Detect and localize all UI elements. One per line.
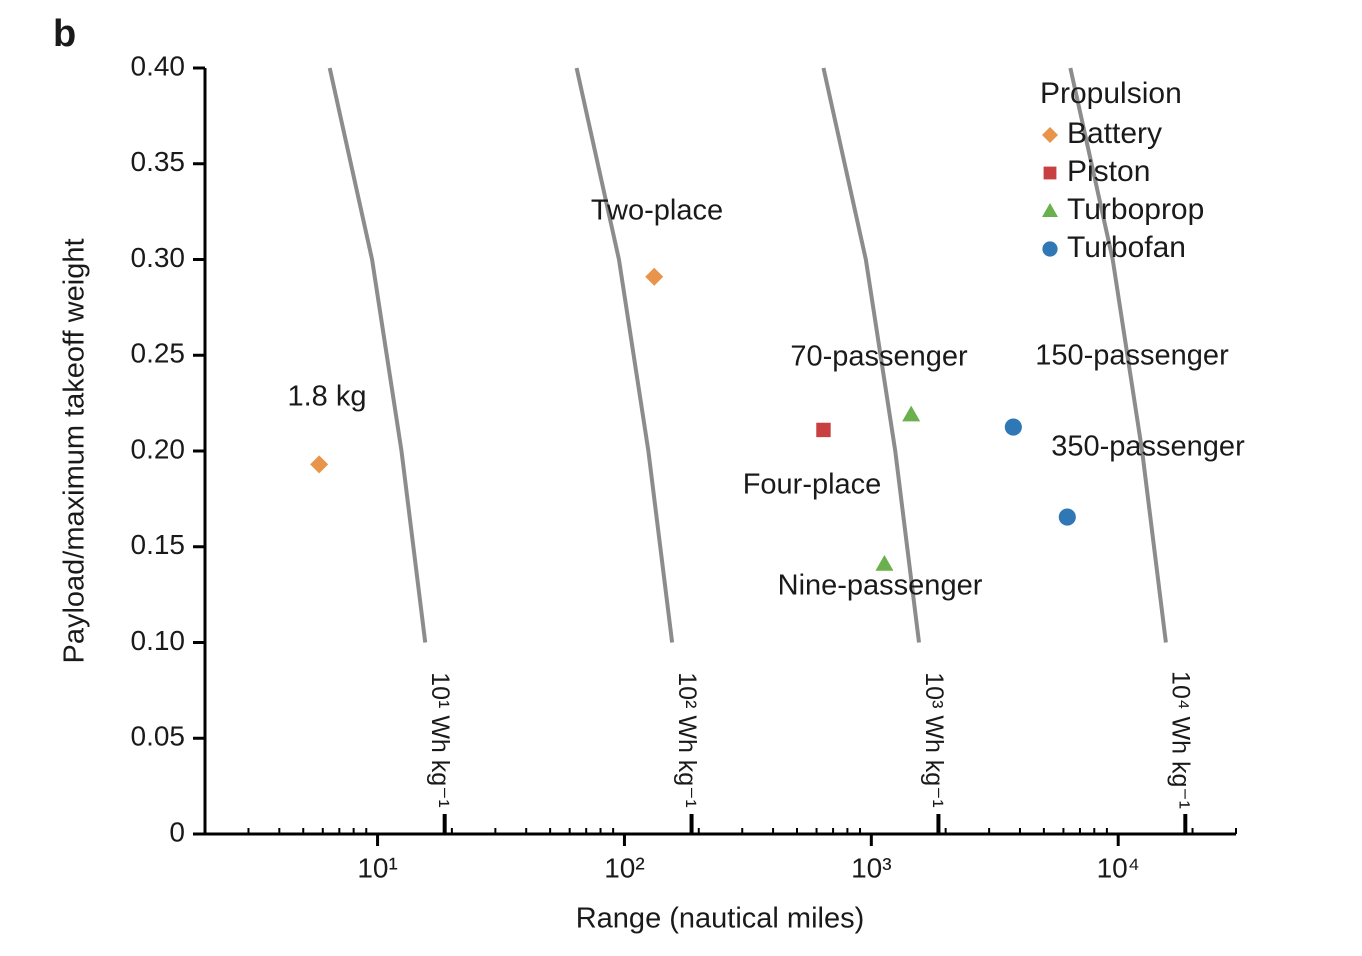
annotation: Two-place: [591, 195, 723, 227]
annotation: 1.8 kg: [288, 381, 367, 413]
marker: [1058, 508, 1076, 526]
legend-marker: [1042, 127, 1058, 143]
y-tick-label: 0.15: [131, 529, 186, 560]
y-tick-label: 0.35: [131, 146, 186, 177]
marker: [875, 554, 894, 571]
annotation: 70-passenger: [790, 341, 968, 373]
y-axis-label: Payload/maximum takeoff weight: [59, 238, 91, 663]
curve-label: 10⁴ Wh kg⁻¹: [1167, 671, 1195, 809]
legend-marker: [1042, 241, 1058, 257]
annotation: 150-passenger: [1035, 340, 1229, 372]
x-tick-label: 10²: [604, 852, 644, 883]
marker: [645, 267, 664, 286]
x-tick-label: 10³: [851, 852, 891, 883]
legend-label: Battery: [1067, 117, 1162, 150]
y-tick-label: 0.10: [131, 625, 186, 656]
legend-marker: [1042, 203, 1058, 217]
energy-curve: [821, 67, 921, 643]
legend-label: Turboprop: [1067, 193, 1204, 226]
marker: [902, 405, 921, 422]
legend-label: Piston: [1067, 155, 1150, 188]
y-tick-label: 0: [169, 816, 185, 847]
curve-label: 10¹ Wh kg⁻¹: [426, 672, 454, 807]
legend-label: Turbofan: [1067, 231, 1186, 264]
marker: [1004, 418, 1022, 436]
x-axis-label: Range (nautical miles): [576, 903, 865, 935]
curve-label: 10³ Wh kg⁻¹: [920, 672, 948, 807]
legend-marker: [1043, 166, 1057, 180]
y-tick-label: 0.25: [131, 338, 186, 369]
annotation: 350-passenger: [1051, 431, 1245, 463]
legend-title: Propulsion: [1040, 77, 1182, 110]
y-tick-label: 0.30: [131, 242, 186, 273]
annotation: Four-place: [743, 469, 882, 501]
energy-curve: [574, 67, 675, 643]
annotation: Nine-passenger: [778, 570, 983, 602]
panel-label: b: [53, 13, 76, 55]
marker: [816, 422, 831, 438]
y-tick-label: 0.40: [131, 50, 186, 81]
x-tick-label: 10¹: [357, 852, 397, 883]
x-tick-label: 10⁴: [1097, 852, 1140, 883]
curve-label: 10² Wh kg⁻¹: [673, 672, 701, 807]
y-tick-label: 0.20: [131, 433, 186, 464]
energy-curve: [1068, 67, 1168, 643]
energy-curve: [327, 67, 428, 643]
marker: [310, 455, 329, 474]
y-tick-label: 0.05: [131, 721, 186, 752]
